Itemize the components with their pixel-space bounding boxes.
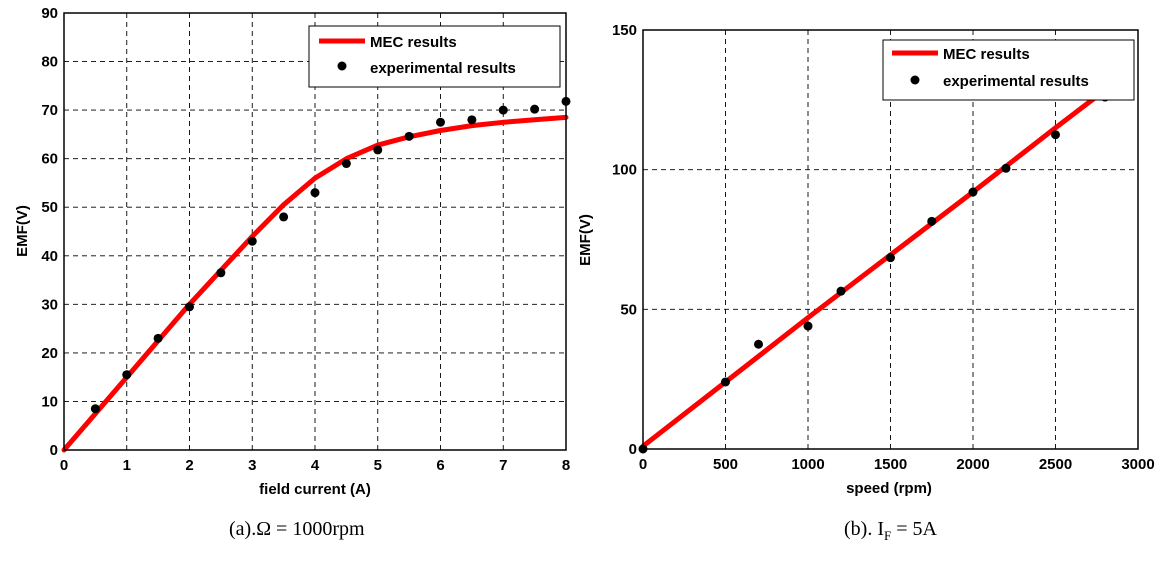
chart-a-legend-label-experimental: experimental results	[370, 60, 516, 77]
chart-a-y-tick-label: 90	[41, 5, 58, 22]
chart-a-legend-box	[308, 25, 561, 88]
chart-a-legend: MEC results experimental results	[308, 25, 561, 88]
chart-b-experimental-point	[836, 286, 846, 296]
chart-a-y-tick-label: 50	[41, 199, 58, 216]
chart-a-legend-label-mec: MEC results	[370, 34, 457, 51]
chart-b-x-tick-label: 2000	[956, 456, 989, 473]
chart-a-y-axis-label: EMF(V)	[14, 205, 31, 257]
chart-a-x-tick-label: 2	[185, 457, 193, 474]
chart-a-experimental-point	[122, 370, 132, 380]
chart-b-experimental-point	[927, 216, 937, 226]
chart-a-experimental-point	[247, 236, 257, 246]
chart-b-experimental-point	[1051, 130, 1060, 140]
chart-b-x-tick-label: 0	[639, 456, 647, 473]
chart-a-y-tick-label: 30	[41, 296, 58, 313]
chart-a-experimental-point	[530, 104, 540, 114]
chart-a-legend-marker-swatch	[337, 61, 347, 71]
chart-a-experimental-point	[404, 131, 414, 141]
chart-a-x-tick-label: 7	[499, 457, 507, 474]
chart-a-y-tick-label: 60	[41, 151, 58, 168]
chart-b-experimental-point	[968, 187, 978, 197]
chart-a-x-tick-label: 0	[60, 457, 68, 474]
chart-b-legend-label-experimental: experimental results	[943, 73, 1089, 90]
chart-a-y-tick-label: 10	[41, 393, 58, 410]
chart-b: 0 500 1000 1500 2000 2500 3000 0 50 100 150 speed …	[577, 22, 1155, 497]
chart-b-experimental-point	[721, 377, 730, 387]
chart-b-y-tick-label: 150	[612, 22, 637, 39]
chart-a-experimental-point	[90, 404, 100, 414]
chart-b-x-tick-label: 1000	[791, 456, 824, 473]
chart-b-experimental-point	[803, 321, 813, 331]
chart-a-experimental-point	[498, 105, 508, 115]
chart-a-experimental-point	[341, 159, 351, 169]
chart-b-x-tick-label: 2500	[1039, 456, 1072, 473]
chart-b-legend-box	[882, 39, 1135, 101]
chart-a-experimental-point	[373, 145, 383, 155]
chart-b-axes-frame	[642, 29, 1139, 450]
chart-b-legend: MEC results experimental results	[882, 39, 1135, 101]
chart-b-x-tick-label: 1500	[874, 456, 907, 473]
chart-a-experimental-point	[310, 188, 320, 198]
chart-a-x-tick-label: 5	[374, 457, 382, 474]
chart-b-legend-marker-swatch	[910, 75, 920, 85]
chart-a-y-tick-label: 0	[50, 442, 58, 459]
chart-a-y-tick-label: 80	[41, 54, 58, 71]
caption-b: (b). IF = 5A	[844, 518, 937, 544]
chart-b-legend-label-mec: MEC results	[943, 46, 1030, 63]
chart-a-mec-line	[61, 114, 569, 453]
chart-b-experimental-point	[886, 253, 895, 263]
caption-b-suffix: = 5A	[891, 518, 937, 540]
chart-a-y-tick-label: 20	[41, 345, 58, 362]
caption-a-text: (a).Ω = 1000rpm	[229, 518, 365, 540]
chart-a-x-tick-label: 4	[311, 457, 320, 474]
chart-b-y-tick-label: 100	[612, 162, 637, 179]
chart-a-series-line	[61, 114, 569, 453]
chart-b-y-tick-label: 0	[629, 441, 637, 458]
chart-a-y-tick-label: 40	[41, 248, 58, 265]
chart-a-experimental-point	[436, 117, 445, 127]
chart-b-grid	[643, 30, 1138, 449]
chart-b-x-axis-label: speed (rpm)	[846, 480, 932, 497]
chart-a-grid	[64, 13, 566, 450]
chart-b-y-tick-label: 50	[620, 301, 637, 318]
chart-b-x-tick-label: 500	[713, 456, 738, 473]
chart-a-x-axis-label: field current (A)	[259, 481, 371, 498]
chart-a-experimental-point	[279, 212, 289, 222]
chart-b-x-tick-label: 3000	[1121, 456, 1154, 473]
caption-b-prefix: (b). I	[844, 518, 884, 540]
chart-a-experimental-point	[185, 302, 194, 312]
chart-a-experimental-point	[153, 333, 163, 343]
caption-b-subscript: F	[883, 528, 892, 543]
caption-a: (a).Ω = 1000rpm	[229, 518, 365, 541]
chart-b-experimental-point	[754, 339, 763, 349]
chart-a-x-tick-label: 3	[248, 457, 256, 474]
chart-a-y-tick-label: 70	[41, 102, 58, 119]
chart-b-y-axis-label: EMF(V)	[577, 214, 594, 266]
chart-b-ticks: 0 500 1000 1500 2000 2500 3000 0 50 100 150	[612, 22, 1155, 473]
chart-a-experimental-point	[467, 115, 477, 125]
chart-a-experimental-point	[216, 268, 226, 278]
chart-b-experimental-point	[1001, 163, 1011, 173]
chart-a-series-markers	[90, 96, 571, 414]
chart-a-x-tick-label: 8	[562, 457, 570, 474]
chart-a-x-tick-label: 6	[436, 457, 444, 474]
chart-a-axes-frame	[63, 12, 567, 451]
chart-a-x-tick-label: 1	[123, 457, 131, 474]
